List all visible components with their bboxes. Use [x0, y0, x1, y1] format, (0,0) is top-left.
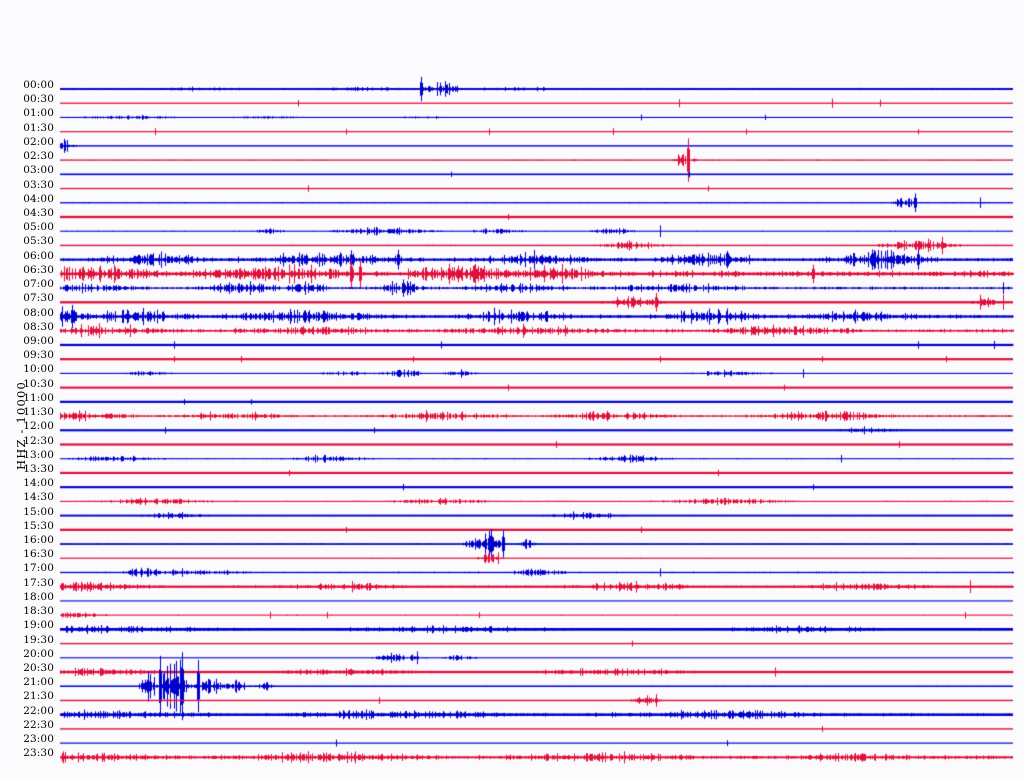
time-tick-label: 19:00 — [23, 619, 54, 632]
time-tick-label: 03:30 — [23, 178, 54, 191]
time-tick-label: 23:00 — [23, 733, 54, 746]
time-tick-label: 02:30 — [23, 150, 54, 163]
time-tick-label: 18:00 — [23, 590, 54, 603]
time-tick-label: 17:00 — [23, 562, 54, 575]
time-tick-label: 11:30 — [23, 406, 54, 419]
time-tick-label: 15:00 — [23, 505, 54, 518]
time-tick-label: 09:00 — [23, 334, 54, 347]
time-tick-label: 07:00 — [23, 278, 54, 291]
time-tick-label: 03:00 — [23, 164, 54, 177]
time-tick-label: 01:30 — [23, 121, 54, 134]
time-tick-label: 06:30 — [23, 263, 54, 276]
time-tick-label: 08:30 — [23, 320, 54, 333]
time-tick-label: 01:00 — [23, 107, 54, 120]
time-tick-label: 23:30 — [23, 747, 54, 760]
time-tick-label: 04:30 — [23, 206, 54, 219]
time-axis: 00:00 00:30 01:00 01:30 02:00 02:30 03:00 03:30… — [0, 78, 57, 778]
time-tick-label: 16:30 — [23, 548, 54, 561]
time-tick-label: 14:00 — [23, 477, 54, 490]
time-tick-label: 06:00 — [23, 249, 54, 262]
time-tick-label: 10:30 — [23, 377, 54, 390]
time-tick-label: 07:30 — [23, 292, 54, 305]
time-tick-label: 13:00 — [23, 448, 54, 461]
time-tick-label: 18:30 — [23, 605, 54, 618]
time-tick-label: 22:00 — [23, 704, 54, 717]
time-tick-label: 16:00 — [23, 534, 54, 547]
time-tick-label: 10:00 — [23, 363, 54, 376]
time-tick-label: 21:30 — [23, 690, 54, 703]
time-tick-label: 12:30 — [23, 434, 54, 447]
time-tick-label: 20:30 — [23, 662, 54, 675]
time-tick-label: 22:30 — [23, 718, 54, 731]
time-tick-label: 15:30 — [23, 519, 54, 532]
time-tick-label: 04:00 — [23, 192, 54, 205]
time-tick-label: 05:30 — [23, 235, 54, 248]
time-tick-label: 20:00 — [23, 647, 54, 660]
time-tick-label: 14:30 — [23, 491, 54, 504]
time-tick-label: 02:00 — [23, 135, 54, 148]
time-tick-label: 19:30 — [23, 633, 54, 646]
time-tick-label: 05:00 — [23, 221, 54, 234]
time-tick-label: 11:00 — [23, 391, 54, 404]
time-tick-label: 08:00 — [23, 306, 54, 319]
time-tick-label: 21:00 — [23, 676, 54, 689]
time-tick-label: 13:30 — [23, 462, 54, 475]
time-tick-label: 12:00 — [23, 420, 54, 433]
time-tick-label: 00:30 — [23, 93, 54, 106]
time-tick-label: 17:30 — [23, 576, 54, 589]
time-tick-label: 00:00 — [23, 79, 54, 91]
time-tick-label: 09:30 — [23, 349, 54, 362]
